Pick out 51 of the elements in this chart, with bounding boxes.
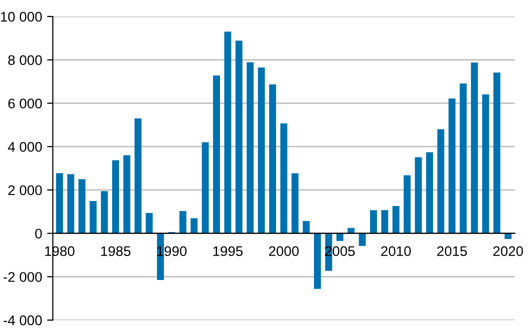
bar	[146, 212, 153, 234]
x-tick-label: 2000	[269, 246, 299, 256]
bar	[370, 210, 377, 234]
bar	[224, 32, 232, 234]
bar	[67, 174, 74, 234]
bar	[381, 210, 388, 234]
x-tick-label: 2015	[437, 246, 467, 256]
bar	[493, 72, 500, 234]
bar	[358, 233, 366, 246]
x-tick-label: 2020	[493, 246, 523, 256]
y-tick-label: 2 000	[8, 185, 42, 196]
bar	[112, 160, 120, 234]
x-tick-label: 2010	[381, 246, 411, 256]
bar	[123, 155, 130, 234]
x-tick-label: 1985	[101, 246, 130, 256]
bar	[460, 84, 467, 234]
bar	[280, 123, 288, 234]
y-tick-label: 8 000	[8, 55, 42, 66]
bar	[470, 62, 478, 234]
bar	[190, 218, 198, 234]
y-tick-label: -2 000	[4, 272, 42, 282]
y-tick-label: -4 000	[4, 315, 42, 326]
bar	[202, 142, 209, 234]
bar	[482, 94, 490, 234]
bar	[213, 75, 220, 234]
bar	[437, 129, 444, 234]
bar	[78, 179, 86, 234]
y-tick-label: 10 000	[0, 12, 42, 22]
bar	[90, 201, 97, 234]
bar	[414, 157, 422, 234]
bar	[258, 67, 265, 234]
bar	[269, 84, 276, 234]
bar	[235, 40, 242, 234]
x-tick-label: 1995	[213, 246, 243, 256]
y-tick-label: 4 000	[8, 142, 42, 152]
bar	[292, 173, 298, 234]
bar	[348, 228, 355, 234]
y-tick-label: 0	[35, 228, 42, 239]
bar	[246, 62, 254, 234]
bar	[134, 118, 142, 234]
bar	[179, 211, 186, 234]
bar	[314, 233, 321, 289]
bar	[100, 191, 108, 234]
bar	[426, 152, 434, 234]
bar	[392, 206, 400, 234]
bar	[336, 233, 344, 241]
bar	[448, 98, 456, 234]
bar	[56, 173, 64, 234]
bar	[302, 220, 310, 234]
bar	[404, 175, 411, 234]
y-tick-label: 6 000	[8, 98, 42, 108]
